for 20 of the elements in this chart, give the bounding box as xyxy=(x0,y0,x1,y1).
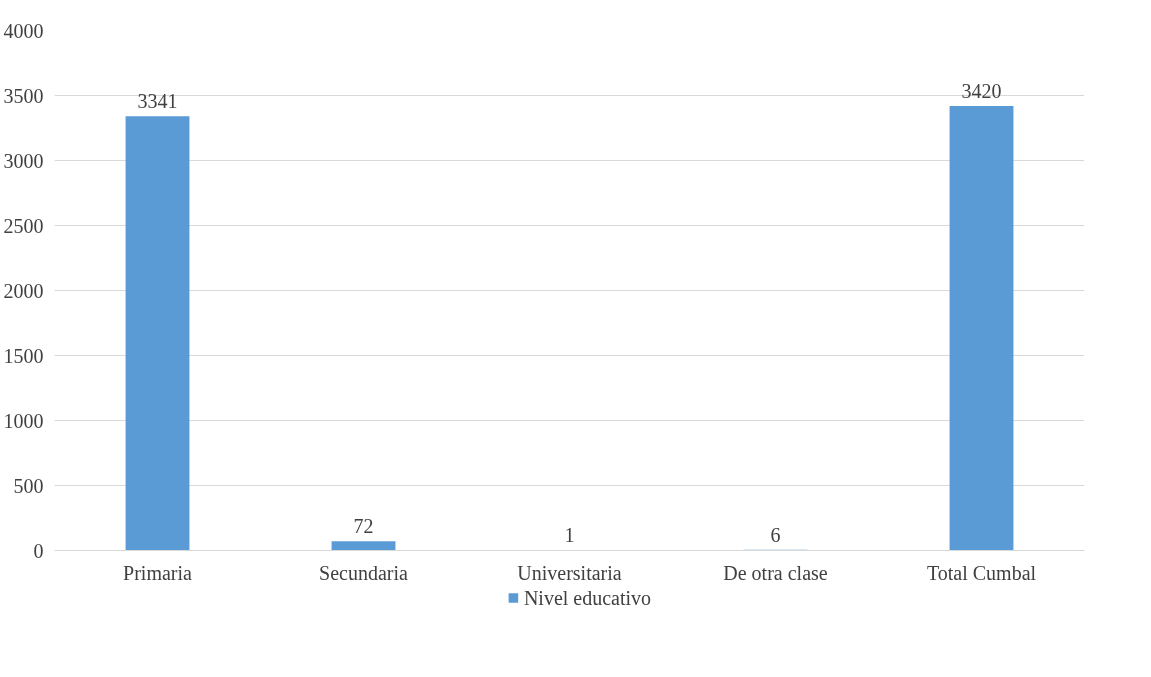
y-tick-label: 1500 xyxy=(3,344,44,367)
y-tick-label: 4000 xyxy=(3,19,44,42)
data-label: 3341 xyxy=(137,90,178,113)
x-tick-label: Universitaria xyxy=(517,561,622,584)
data-label: 3420 xyxy=(961,79,1002,102)
y-tick-label: 1000 xyxy=(3,409,44,432)
data-label: 72 xyxy=(353,515,374,538)
data-label: 1 xyxy=(564,524,575,547)
data-label: 6 xyxy=(770,523,781,546)
y-tick-label: 2500 xyxy=(3,214,44,237)
x-tick-label: De otra clase xyxy=(723,561,828,584)
legend-label: Nivel educativo xyxy=(523,586,652,609)
y-tick-label: 3000 xyxy=(3,149,44,172)
y-tick-label: 3500 xyxy=(3,84,44,107)
y-tick-label: 500 xyxy=(13,474,44,497)
x-tick-label: Total Cumbal xyxy=(926,561,1037,584)
x-tick-label: Secundaria xyxy=(319,561,409,584)
y-tick-label: 0 xyxy=(33,539,44,562)
x-tick-label: Primaria xyxy=(123,561,193,584)
y-tick-label: 2000 xyxy=(3,279,44,302)
